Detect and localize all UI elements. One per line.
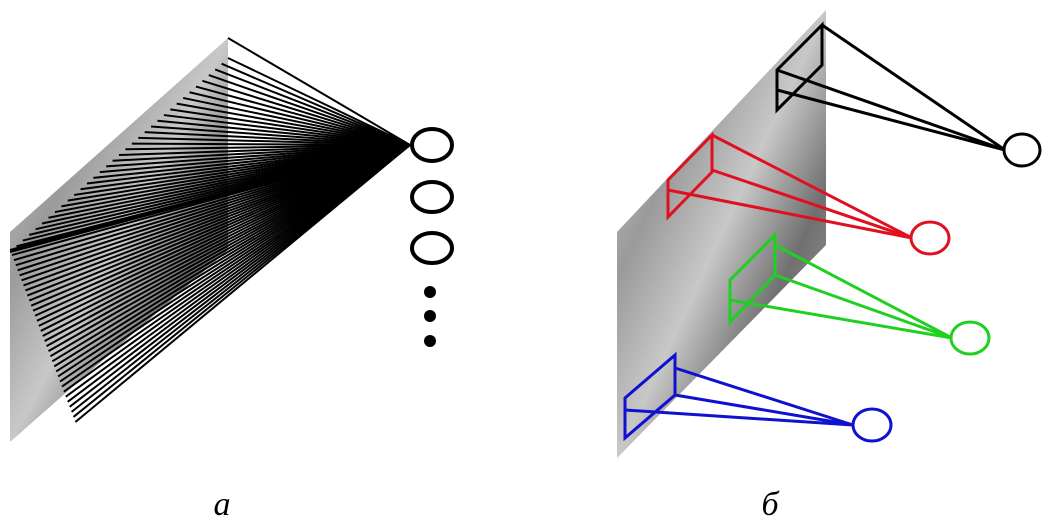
ellipsis-dot xyxy=(424,335,436,347)
neuron xyxy=(412,129,452,161)
locally-connected-panel xyxy=(617,10,1040,458)
ellipsis-dot xyxy=(424,310,436,322)
ellipsis-dot xyxy=(424,286,436,298)
neuron xyxy=(412,182,452,212)
neuron xyxy=(412,233,452,263)
fully-connected-panel xyxy=(10,38,452,442)
diagram: а б xyxy=(0,0,1043,530)
panel-label: а xyxy=(214,486,231,523)
panel-label: б xyxy=(761,486,780,523)
